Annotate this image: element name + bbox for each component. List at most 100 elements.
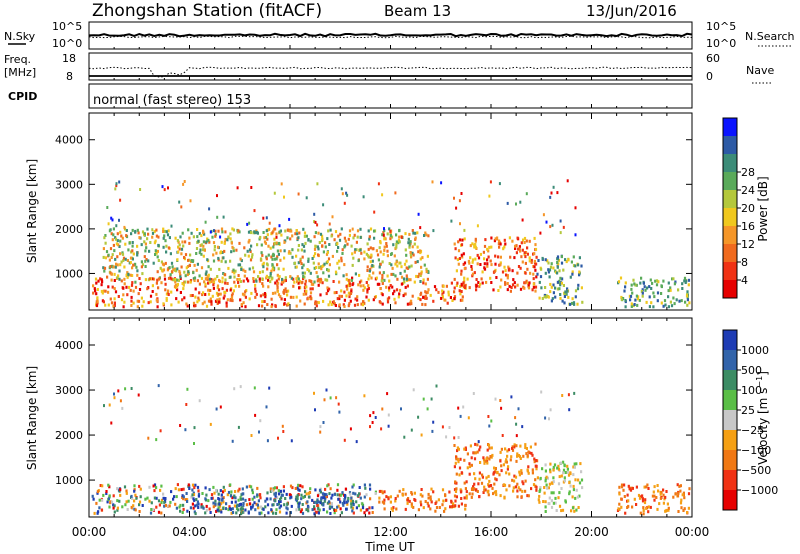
echo-cell bbox=[372, 271, 375, 275]
colorbar-swatch bbox=[723, 244, 737, 263]
echo-cell bbox=[254, 508, 257, 512]
echo-cell bbox=[167, 229, 170, 233]
echo-cell bbox=[395, 233, 398, 237]
echo-cell bbox=[311, 498, 314, 502]
echo-cell bbox=[343, 263, 346, 267]
echo-cell bbox=[420, 488, 423, 491]
echo-cell bbox=[531, 471, 534, 475]
echo-cell bbox=[410, 302, 413, 306]
echo-cell bbox=[507, 465, 510, 469]
echo-cell bbox=[511, 283, 515, 287]
echo-cell bbox=[193, 510, 196, 514]
echo-cell bbox=[533, 460, 536, 464]
echo-cell bbox=[367, 229, 370, 233]
echo-cell bbox=[241, 487, 244, 491]
echo-cell bbox=[265, 262, 269, 266]
echo-cell bbox=[131, 496, 134, 500]
echo-cell bbox=[151, 277, 154, 281]
echo-cell bbox=[631, 486, 634, 490]
echo-cell bbox=[343, 290, 346, 294]
echo-cell bbox=[508, 284, 511, 288]
echo-cell bbox=[463, 447, 466, 451]
echo-cell bbox=[635, 503, 638, 506]
echo-cell bbox=[119, 239, 122, 243]
echo-cell bbox=[224, 507, 228, 511]
echo-cell bbox=[369, 227, 373, 231]
echo-cell bbox=[388, 279, 391, 283]
echo-cell bbox=[546, 486, 549, 490]
echo-cell bbox=[165, 292, 168, 296]
echo-cell bbox=[506, 454, 509, 458]
echo-cell bbox=[235, 248, 238, 252]
echo-cell bbox=[294, 487, 297, 490]
echo-cell bbox=[319, 501, 322, 505]
echo-cell bbox=[539, 231, 542, 235]
echo-cell bbox=[227, 490, 231, 494]
echo-cell bbox=[201, 492, 204, 495]
echo-cell bbox=[406, 498, 409, 502]
echo-cell bbox=[181, 240, 184, 244]
echo-cell bbox=[333, 509, 336, 512]
echo-cell bbox=[468, 462, 471, 466]
echo-cell bbox=[424, 294, 427, 298]
echo-cell bbox=[460, 192, 463, 195]
echo-cell bbox=[383, 248, 386, 252]
echo-cell bbox=[509, 289, 512, 293]
echo-cell bbox=[223, 294, 226, 298]
echo-cell bbox=[455, 495, 458, 499]
echo-cell bbox=[121, 505, 124, 509]
echo-cell bbox=[465, 480, 468, 484]
echo-cell bbox=[386, 232, 389, 236]
echo-cell bbox=[465, 490, 468, 494]
echo-cell bbox=[174, 236, 177, 240]
echo-cell bbox=[275, 508, 278, 512]
echo-cell bbox=[284, 279, 287, 282]
echo-cell bbox=[687, 506, 690, 510]
echo-cell bbox=[381, 282, 384, 285]
echo-cell bbox=[112, 503, 115, 507]
echo-cell bbox=[263, 292, 267, 295]
echo-cell bbox=[457, 262, 460, 266]
echo-cell bbox=[107, 303, 110, 307]
echo-cell bbox=[222, 496, 225, 500]
echo-cell bbox=[543, 491, 546, 495]
echo-cell bbox=[179, 235, 182, 239]
echo-cell bbox=[222, 272, 225, 275]
echo-cell bbox=[297, 248, 300, 252]
echo-cell bbox=[97, 510, 100, 514]
echo-cell bbox=[314, 302, 317, 306]
echo-cell bbox=[333, 291, 336, 295]
echo-cell bbox=[623, 483, 626, 487]
echo-cell bbox=[410, 491, 413, 494]
echo-cell bbox=[185, 302, 188, 306]
echo-cell bbox=[176, 284, 179, 288]
echo-cell bbox=[317, 278, 320, 281]
echo-cell bbox=[295, 265, 298, 269]
echo-cell bbox=[380, 489, 383, 493]
echo-cell bbox=[455, 481, 458, 485]
echo-cell bbox=[348, 491, 352, 495]
echo-cell bbox=[298, 279, 301, 283]
echo-cell bbox=[473, 482, 476, 486]
echo-cell bbox=[115, 242, 118, 246]
echo-cell bbox=[196, 500, 199, 504]
echo-cell bbox=[455, 487, 458, 491]
echo-cell bbox=[127, 248, 130, 252]
echo-cell bbox=[233, 280, 236, 284]
echo-cell bbox=[267, 253, 270, 257]
echo-cell bbox=[479, 263, 482, 266]
echo-cell bbox=[531, 468, 534, 472]
echo-cell bbox=[129, 288, 132, 292]
echo-cell bbox=[197, 296, 200, 300]
echo-cell bbox=[178, 271, 182, 275]
freq-unit: [MHz] bbox=[4, 66, 36, 79]
echo-cell bbox=[534, 442, 537, 446]
echo-cell bbox=[566, 179, 569, 183]
echo-cell bbox=[277, 242, 280, 245]
echo-cell bbox=[234, 490, 237, 493]
echo-cell bbox=[295, 295, 298, 299]
echo-cell bbox=[330, 502, 333, 506]
echo-cell bbox=[127, 272, 130, 276]
echo-cell bbox=[368, 511, 371, 515]
echo-cell bbox=[265, 216, 268, 220]
